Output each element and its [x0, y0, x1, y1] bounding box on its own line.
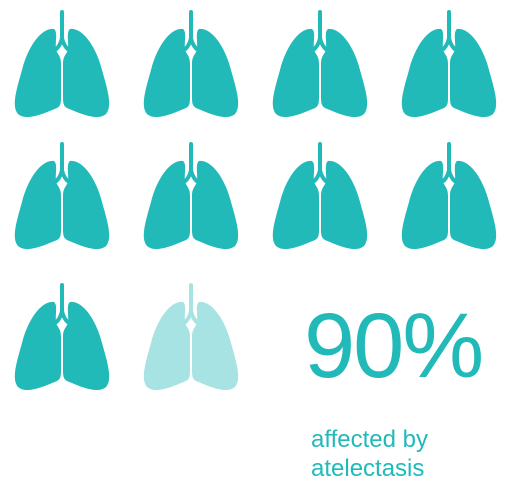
caption-line-1: affected by — [311, 426, 428, 453]
lungs-icon-affected — [260, 2, 380, 122]
lungs-icon-affected — [260, 134, 380, 254]
lungs-icon-affected — [2, 2, 122, 122]
lungs-icon-affected — [389, 2, 509, 122]
lungs-icon-unaffected — [131, 275, 251, 395]
lungs-icon-affected — [2, 275, 122, 395]
percentage-value: 90% — [304, 295, 484, 397]
lungs-icon-affected — [389, 134, 509, 254]
lungs-icon-affected — [2, 134, 122, 254]
stat-caption: affected by atelectasis — [311, 425, 501, 483]
lungs-icon-affected — [131, 134, 251, 254]
caption-line-2: atelectasis — [311, 455, 425, 482]
lungs-icon-affected — [131, 2, 251, 122]
